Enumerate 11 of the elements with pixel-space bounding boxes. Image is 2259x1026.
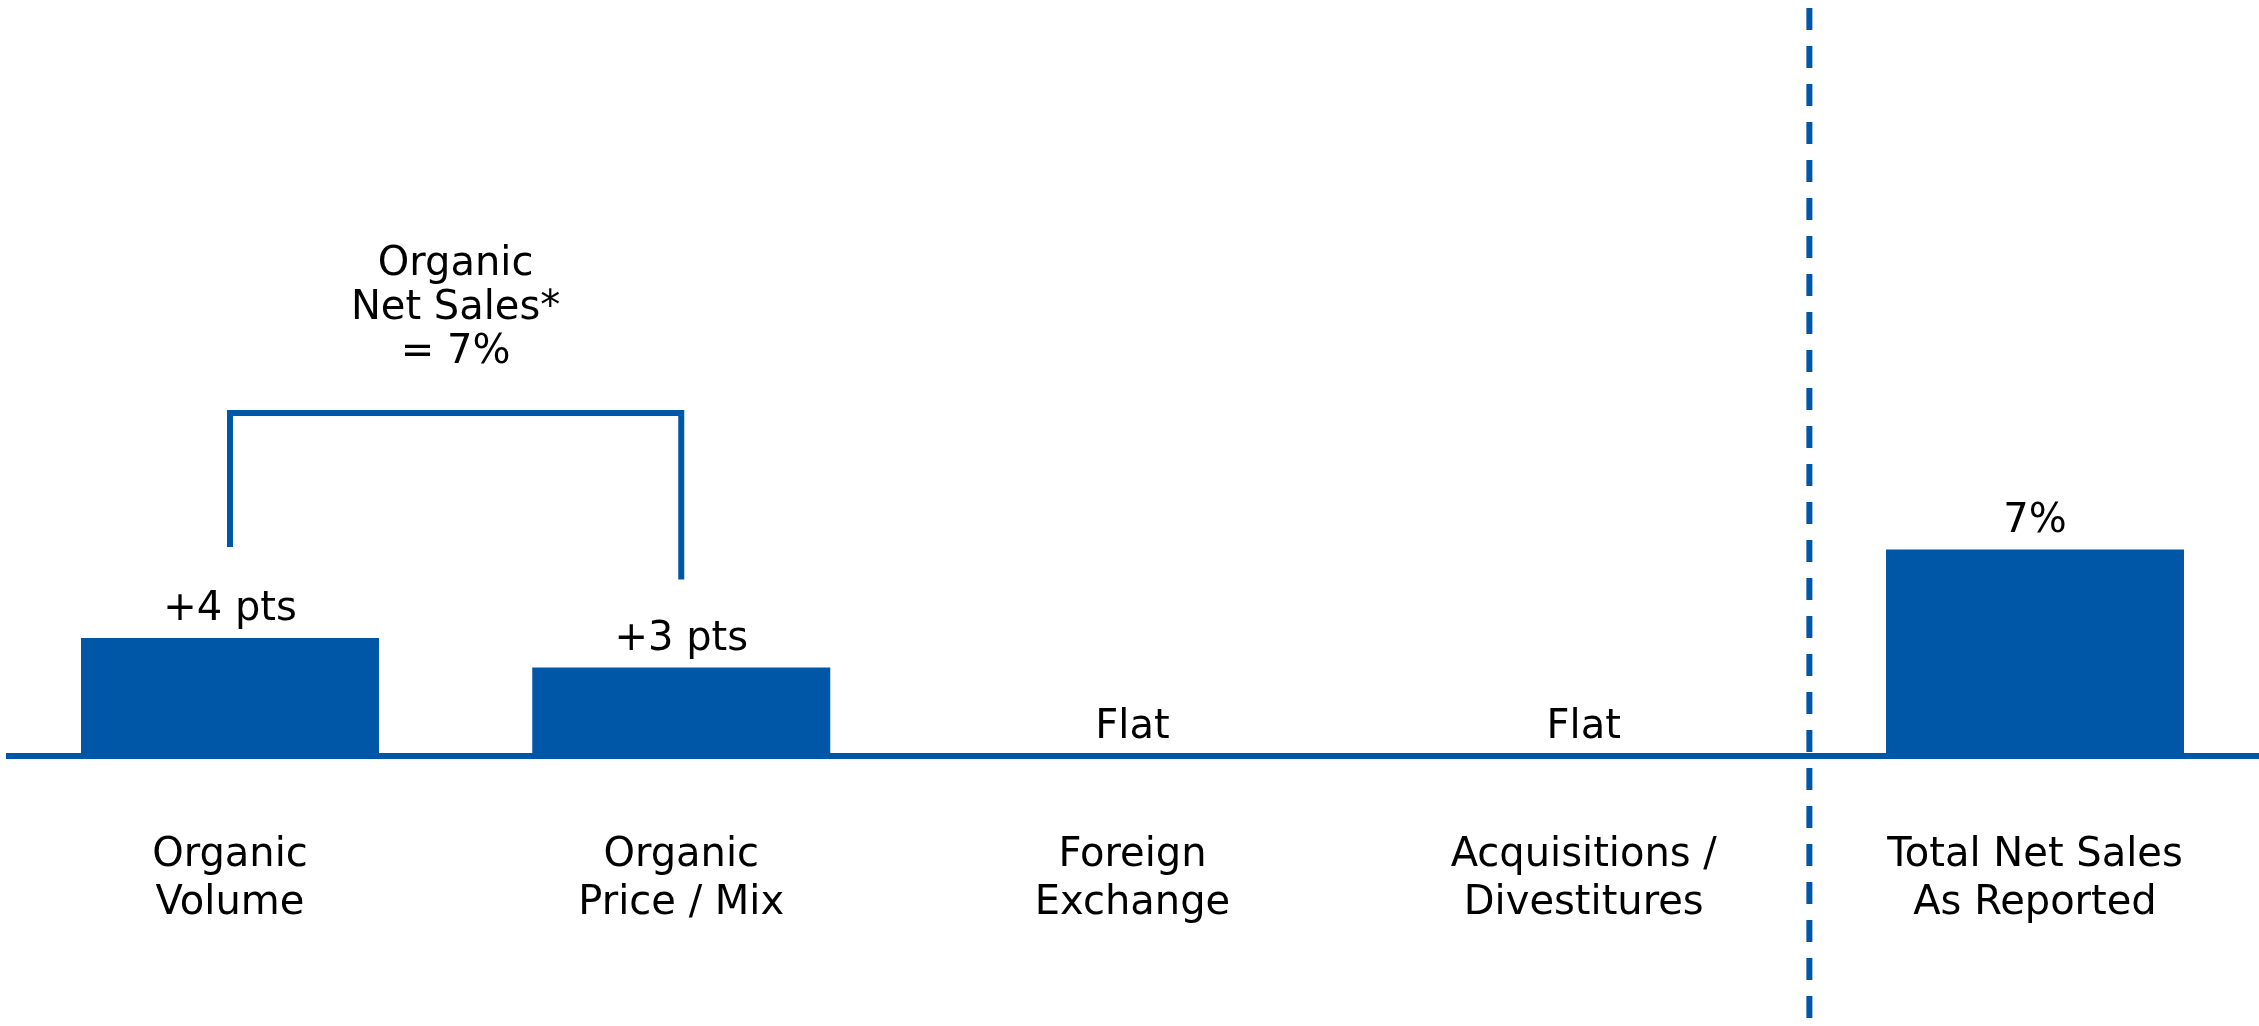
x-tick-label: Foreign Exchange	[1034, 829, 1231, 923]
x-tick-label: Acquisitions / Divestitures	[1450, 829, 1718, 923]
x-tick-label: Total Net Sales As Reported	[1886, 829, 2183, 923]
data-label: 7%	[2003, 494, 2067, 541]
text: Organic Net Sales* = 7%	[350, 238, 561, 372]
data-label: +3 pts	[614, 612, 749, 659]
x-tick-label: Organic Volume	[152, 829, 308, 923]
data-label: Flat	[1095, 701, 1170, 747]
data-label: Flat	[1546, 701, 1621, 747]
x-tick-label: Organic Price / Mix	[578, 829, 785, 923]
data-label: +4 pts	[163, 583, 297, 629]
